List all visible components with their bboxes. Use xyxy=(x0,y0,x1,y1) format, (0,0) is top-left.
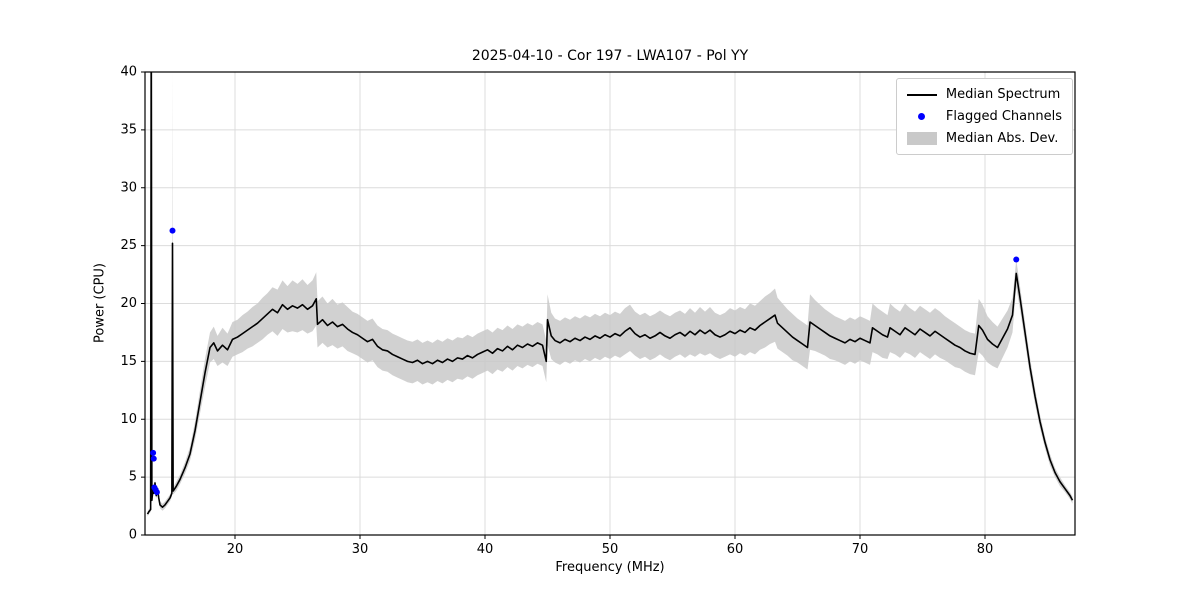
svg-text:50: 50 xyxy=(602,542,619,557)
svg-text:5: 5 xyxy=(129,470,137,485)
svg-text:80: 80 xyxy=(977,542,994,557)
svg-text:60: 60 xyxy=(727,542,744,557)
legend: Median Spectrum Flagged Channels Median … xyxy=(895,78,1073,155)
svg-text:30: 30 xyxy=(120,180,137,195)
legend-item-flagged-channels: Flagged Channels xyxy=(907,109,1062,124)
median-abs-dev-patch-sample xyxy=(906,132,937,145)
svg-text:15: 15 xyxy=(120,354,137,369)
svg-text:20: 20 xyxy=(120,296,137,311)
median-spectrum-line-sample xyxy=(906,93,937,96)
flagged-channels-dot-sample xyxy=(907,113,937,120)
svg-text:10: 10 xyxy=(120,412,137,427)
chart-title: 2025-04-10 - Cor 197 - LWA107 - Pol YY xyxy=(471,48,749,64)
svg-text:25: 25 xyxy=(120,238,137,253)
svg-text:0: 0 xyxy=(129,528,137,543)
svg-text:40: 40 xyxy=(120,65,137,80)
legend-item-median-spectrum: Median Spectrum xyxy=(906,87,1062,102)
legend-label-median-spectrum: Median Spectrum xyxy=(945,87,1061,102)
legend-item-median-abs-dev: Median Abs. Dev. xyxy=(906,131,1062,146)
svg-text:35: 35 xyxy=(120,122,137,137)
legend-label-median-abs-dev: Median Abs. Dev. xyxy=(945,131,1059,146)
svg-text:70: 70 xyxy=(852,542,869,557)
svg-text:30: 30 xyxy=(352,542,369,557)
svg-text:20: 20 xyxy=(227,542,244,557)
y-axis-label: Power (CPU) xyxy=(92,262,108,344)
svg-text:40: 40 xyxy=(477,542,494,557)
x-axis-label: Frequency (MHz) xyxy=(555,560,665,575)
legend-label-flagged-channels: Flagged Channels xyxy=(945,109,1062,124)
